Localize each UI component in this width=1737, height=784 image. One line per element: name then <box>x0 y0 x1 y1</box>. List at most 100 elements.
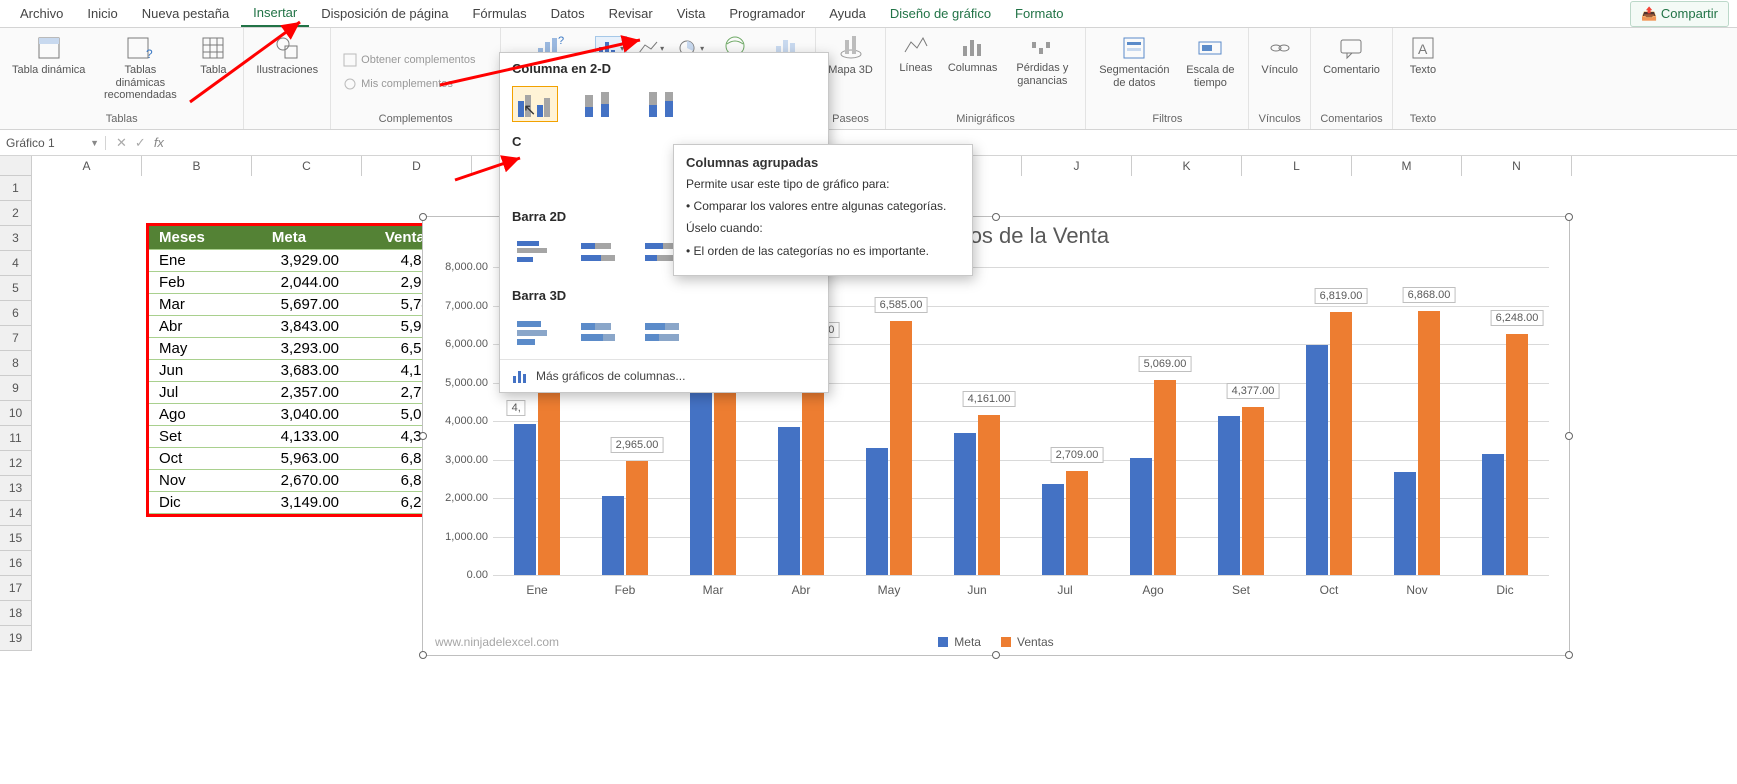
tab-revisar[interactable]: Revisar <box>597 1 665 26</box>
resize-handle[interactable] <box>419 432 427 440</box>
btn-ilustraciones[interactable]: Ilustraciones <box>252 32 322 79</box>
tab-insertar[interactable]: Insertar <box>241 0 309 27</box>
more-column-charts[interactable]: Más gráficos de columnas... <box>500 359 828 392</box>
row-header-3[interactable]: 3 <box>0 226 31 251</box>
bar-meta[interactable] <box>1306 345 1328 575</box>
btn-tabla[interactable]: Tabla <box>191 32 235 79</box>
col-header-D[interactable]: D <box>362 156 472 176</box>
btn-obtener-complementos[interactable]: Obtener complementos <box>339 51 479 69</box>
bar-meta[interactable] <box>1394 472 1416 575</box>
row-header-12[interactable]: 12 <box>0 451 31 476</box>
btn-mapa-3d[interactable]: Mapa 3D <box>824 32 877 79</box>
bar-ventas[interactable]: 4,377.00 <box>1242 407 1264 576</box>
thumb-3d-stacked-bar[interactable] <box>576 313 622 349</box>
btn-vinculo[interactable]: Vínculo <box>1257 32 1302 79</box>
resize-handle[interactable] <box>419 651 427 659</box>
thumb-100-stacked-column[interactable] <box>640 86 686 122</box>
btn-tabla-dinamica[interactable]: Tabla dinámica <box>8 32 89 79</box>
row-header-14[interactable]: 14 <box>0 501 31 526</box>
tab-datos[interactable]: Datos <box>539 1 597 26</box>
tab-inicio[interactable]: Inicio <box>75 1 129 26</box>
bar-ventas[interactable]: 6,248.00 <box>1506 334 1528 575</box>
row-header-4[interactable]: 4 <box>0 251 31 276</box>
btn-spark-columnas[interactable]: Columnas <box>944 32 1002 77</box>
bar-meta[interactable] <box>1218 416 1240 575</box>
col-header-A[interactable]: A <box>32 156 142 176</box>
thumb-stacked-bar[interactable] <box>576 234 622 270</box>
share-button[interactable]: 📤 Compartir <box>1630 1 1729 27</box>
col-header-L[interactable]: L <box>1242 156 1352 176</box>
row-header-16[interactable]: 16 <box>0 551 31 576</box>
chart-legend[interactable]: Meta Ventas <box>423 635 1569 649</box>
resize-handle[interactable] <box>1565 651 1573 659</box>
resize-handle[interactable] <box>419 213 427 221</box>
bar-meta[interactable] <box>866 448 888 575</box>
bar-meta[interactable] <box>778 427 800 575</box>
bar-ventas[interactable]: 2,965.00 <box>626 461 648 575</box>
thumb-3d-clustered-bar[interactable] <box>512 313 558 349</box>
bar-ventas[interactable]: 2,709.00 <box>1066 471 1088 575</box>
thumb-stacked-column[interactable] <box>576 86 622 122</box>
bar-ventas[interactable]: 5,069.00 <box>1154 380 1176 575</box>
btn-texto[interactable]: ATexto <box>1401 32 1445 79</box>
row-header-17[interactable]: 17 <box>0 576 31 601</box>
row-header-8[interactable]: 8 <box>0 351 31 376</box>
col-header-C[interactable]: C <box>252 156 362 176</box>
row-header-9[interactable]: 9 <box>0 376 31 401</box>
row-header-2[interactable]: 2 <box>0 201 31 226</box>
btn-spark-perdidas[interactable]: Pérdidas y ganancias <box>1007 32 1077 89</box>
name-box[interactable]: Gráfico 1▼ <box>0 136 106 150</box>
tab-vista[interactable]: Vista <box>665 1 718 26</box>
row-header-1[interactable]: 1 <box>0 176 31 201</box>
enter-icon[interactable]: ✓ <box>135 135 146 151</box>
thumb-3d-100-stacked-bar[interactable] <box>640 313 686 349</box>
bar-group[interactable]: 4,377.00Set <box>1197 267 1285 575</box>
col-header-B[interactable]: B <box>142 156 252 176</box>
row-header-13[interactable]: 13 <box>0 476 31 501</box>
row-header-6[interactable]: 6 <box>0 301 31 326</box>
bar-group[interactable]: 6,585.00May <box>845 267 933 575</box>
bar-group[interactable]: 6,248.00Dic <box>1461 267 1549 575</box>
bar-ventas[interactable]: 6,868.00 <box>1418 311 1440 575</box>
resize-handle[interactable] <box>992 651 1000 659</box>
bar-group[interactable]: 2,709.00Jul <box>1021 267 1109 575</box>
resize-handle[interactable] <box>1565 213 1573 221</box>
tab-diseño-de-gráfico[interactable]: Diseño de gráfico <box>878 1 1003 26</box>
bar-meta[interactable] <box>602 496 624 575</box>
bar-ventas[interactable]: 6,819.00 <box>1330 312 1352 575</box>
bar-ventas[interactable]: 4,823.00 <box>538 389 560 575</box>
col-header-M[interactable]: M <box>1352 156 1462 176</box>
tab-nueva-pestaña[interactable]: Nueva pestaña <box>130 1 241 26</box>
tab-fórmulas[interactable]: Fórmulas <box>460 1 538 26</box>
tab-disposición-de-página[interactable]: Disposición de página <box>309 1 460 26</box>
row-header-7[interactable]: 7 <box>0 326 31 351</box>
bar-ventas[interactable]: 4,161.00 <box>978 415 1000 575</box>
tab-ayuda[interactable]: Ayuda <box>817 1 878 26</box>
cancel-icon[interactable]: ✕ <box>116 135 127 151</box>
tab-formato[interactable]: Formato <box>1003 1 1075 26</box>
bar-ventas[interactable]: 6,585.00 <box>890 321 912 575</box>
tab-archivo[interactable]: Archivo <box>8 1 75 26</box>
row-header-5[interactable]: 5 <box>0 276 31 301</box>
btn-comentario[interactable]: Comentario <box>1319 32 1384 79</box>
btn-segmentacion[interactable]: Segmentación de datos <box>1094 32 1174 91</box>
btn-spark-lineas[interactable]: Líneas <box>894 32 938 77</box>
btn-mis-complementos[interactable]: Mis complementos <box>339 75 457 93</box>
bar-meta[interactable] <box>1482 454 1504 575</box>
bar-group[interactable]: 6,868.00Nov <box>1373 267 1461 575</box>
col-header-J[interactable]: J <box>1022 156 1132 176</box>
row-header-19[interactable]: 19 <box>0 626 31 651</box>
bar-group[interactable]: 5,069.00Ago <box>1109 267 1197 575</box>
bar-meta[interactable] <box>954 433 976 575</box>
bar-meta[interactable] <box>1130 458 1152 575</box>
tab-programador[interactable]: Programador <box>717 1 817 26</box>
thumb-clustered-bar[interactable] <box>512 234 558 270</box>
chevron-down-icon[interactable]: ▼ <box>90 138 99 148</box>
resize-handle[interactable] <box>1565 432 1573 440</box>
bar-group[interactable]: 4,161.00Jun <box>933 267 1021 575</box>
btn-escala-tiempo[interactable]: Escala de tiempo <box>1180 32 1240 91</box>
btn-tablas-dinamicas-rec[interactable]: ? Tablas dinámicas recomendadas <box>95 32 185 104</box>
bar-meta[interactable]: 4, <box>514 424 536 575</box>
resize-handle[interactable] <box>992 213 1000 221</box>
select-all-corner[interactable] <box>0 156 32 176</box>
